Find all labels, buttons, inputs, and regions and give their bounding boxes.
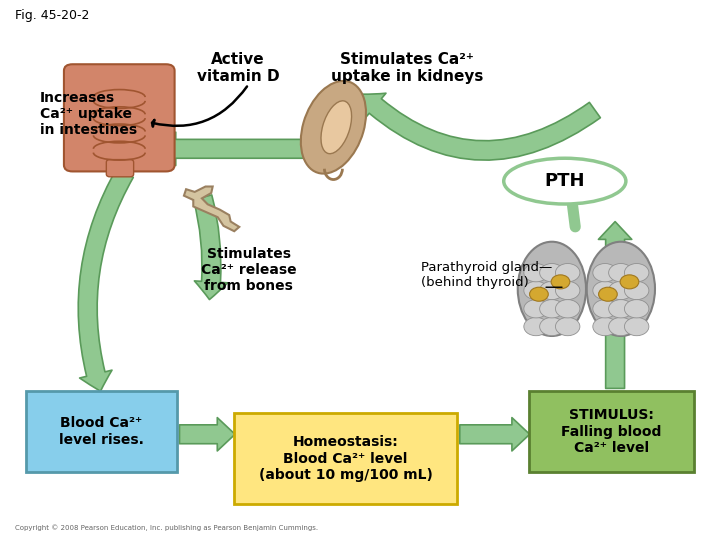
Circle shape [608,300,633,318]
Circle shape [555,264,580,282]
Ellipse shape [518,242,586,336]
Ellipse shape [301,81,366,174]
FancyBboxPatch shape [234,413,457,504]
Circle shape [624,281,649,300]
FancyBboxPatch shape [64,64,174,171]
Polygon shape [184,186,239,231]
Circle shape [555,281,580,300]
Text: Fig. 45-20-2: Fig. 45-20-2 [15,9,89,22]
Text: Blood Ca²⁺
level rises.: Blood Ca²⁺ level rises. [59,416,144,447]
Circle shape [624,264,649,282]
Circle shape [598,287,617,301]
Circle shape [608,318,633,336]
Circle shape [530,287,548,301]
Circle shape [540,300,564,318]
Circle shape [540,264,564,282]
FancyBboxPatch shape [529,391,694,472]
Circle shape [593,300,617,318]
Circle shape [555,318,580,336]
Circle shape [608,281,633,300]
Ellipse shape [321,101,351,154]
Text: Copyright © 2008 Pearson Education, Inc. publishing as Pearson Benjamin Cummings: Copyright © 2008 Pearson Education, Inc.… [15,524,318,531]
Circle shape [593,264,617,282]
Circle shape [620,275,639,289]
Circle shape [624,300,649,318]
Circle shape [551,275,570,289]
Circle shape [540,318,564,336]
Circle shape [524,300,548,318]
Ellipse shape [587,242,655,336]
Text: Active
vitamin D: Active vitamin D [197,52,279,84]
FancyBboxPatch shape [26,391,176,472]
Circle shape [540,281,564,300]
Text: STIMULUS:
Falling blood
Ca²⁺ level: STIMULUS: Falling blood Ca²⁺ level [562,408,662,455]
Ellipse shape [504,158,626,204]
Circle shape [555,300,580,318]
Circle shape [593,281,617,300]
Text: Stimulates
Ca²⁺ release
from bones: Stimulates Ca²⁺ release from bones [201,247,297,293]
Text: PTH: PTH [544,172,585,190]
Text: Stimulates Ca²⁺
uptake in kidneys: Stimulates Ca²⁺ uptake in kidneys [330,52,483,84]
Circle shape [524,264,548,282]
Circle shape [608,264,633,282]
Text: Parathyroid gland—
(behind thyroid): Parathyroid gland— (behind thyroid) [421,261,552,289]
Text: Increases
Ca²⁺ uptake
in intestines: Increases Ca²⁺ uptake in intestines [40,91,138,137]
Circle shape [624,318,649,336]
Circle shape [593,318,617,336]
FancyBboxPatch shape [107,160,134,177]
Circle shape [524,281,548,300]
Circle shape [524,318,548,336]
Text: Homeostasis:
Blood Ca²⁺ level
(about 10 mg/100 mL): Homeostasis: Blood Ca²⁺ level (about 10 … [258,435,433,482]
